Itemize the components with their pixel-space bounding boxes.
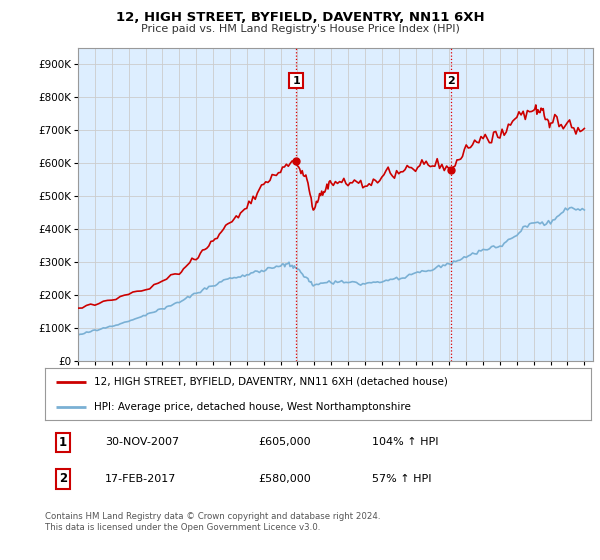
Text: 2: 2 (448, 76, 455, 86)
Text: 1: 1 (59, 436, 67, 449)
Text: 12, HIGH STREET, BYFIELD, DAVENTRY, NN11 6XH: 12, HIGH STREET, BYFIELD, DAVENTRY, NN11… (116, 11, 484, 24)
Text: Price paid vs. HM Land Registry's House Price Index (HPI): Price paid vs. HM Land Registry's House … (140, 24, 460, 34)
Text: HPI: Average price, detached house, West Northamptonshire: HPI: Average price, detached house, West… (94, 402, 411, 412)
Text: 30-NOV-2007: 30-NOV-2007 (105, 437, 179, 447)
Text: Contains HM Land Registry data © Crown copyright and database right 2024.
This d: Contains HM Land Registry data © Crown c… (45, 512, 380, 532)
Text: £605,000: £605,000 (258, 437, 311, 447)
Text: £580,000: £580,000 (258, 474, 311, 484)
Text: 2: 2 (59, 472, 67, 486)
Text: 104% ↑ HPI: 104% ↑ HPI (372, 437, 439, 447)
Text: 1: 1 (292, 76, 300, 86)
Text: 57% ↑ HPI: 57% ↑ HPI (372, 474, 431, 484)
Text: 17-FEB-2017: 17-FEB-2017 (105, 474, 176, 484)
Text: 12, HIGH STREET, BYFIELD, DAVENTRY, NN11 6XH (detached house): 12, HIGH STREET, BYFIELD, DAVENTRY, NN11… (94, 377, 448, 387)
